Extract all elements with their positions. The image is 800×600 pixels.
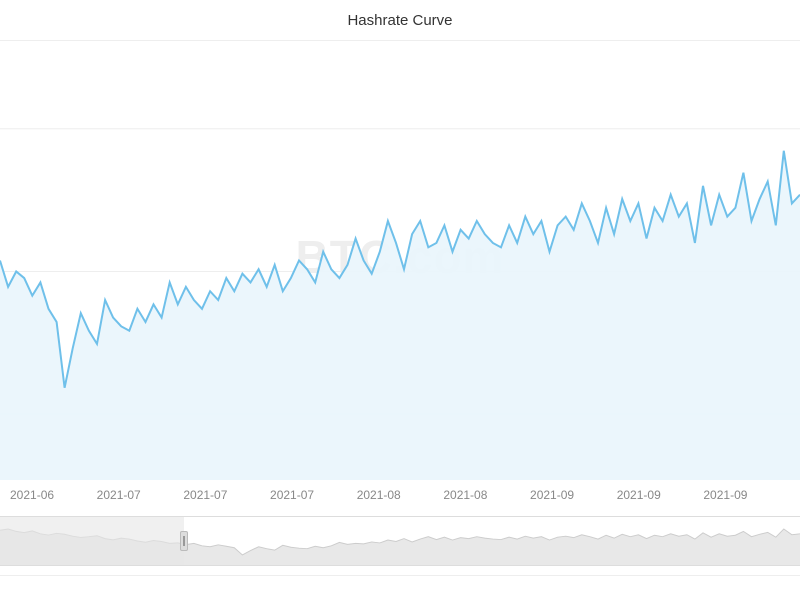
x-axis-tick: 2021-08 <box>357 488 444 510</box>
chart-title: Hashrate Curve <box>0 0 800 29</box>
main-chart[interactable] <box>0 40 800 480</box>
x-axis-tick: 2021-07 <box>270 488 357 510</box>
chart-container: Hashrate Curve BTC.com 2021-062021-07202… <box>0 0 800 600</box>
footer-rule <box>0 575 800 576</box>
x-axis-tick: 2021-07 <box>183 488 270 510</box>
brush-chart[interactable] <box>0 516 800 566</box>
x-axis-tick: 2021-09 <box>530 488 617 510</box>
x-axis-tick: 2021-08 <box>443 488 530 510</box>
main-chart-svg <box>0 41 800 480</box>
brush-handle-left[interactable] <box>180 531 188 551</box>
x-axis: 2021-062021-072021-072021-072021-082021-… <box>0 480 800 510</box>
x-axis-tick: 2021-09 <box>617 488 704 510</box>
brush-mask-left <box>0 517 184 565</box>
x-axis-tick: 2021-06 <box>10 488 97 510</box>
x-axis-tick: 2021-07 <box>97 488 184 510</box>
x-axis-tick: 2021-09 <box>703 488 790 510</box>
